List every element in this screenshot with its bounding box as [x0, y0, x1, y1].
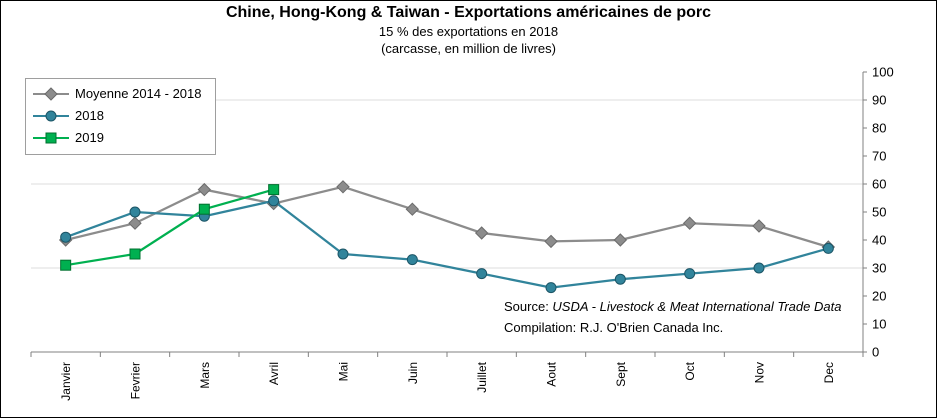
svg-text:Avril: Avril — [267, 362, 281, 385]
x-axis-labels: Janvier Fevrier Mars Avril Mai Juin Juillet Aou… — [59, 361, 836, 400]
svg-text:50: 50 — [872, 205, 886, 220]
svg-text:Janvier: Janvier — [59, 362, 73, 401]
legend-label-2019: 2019 — [75, 130, 104, 145]
svg-text:Dec: Dec — [822, 362, 836, 383]
svg-text:Sept: Sept — [614, 361, 628, 386]
svg-text:40: 40 — [872, 233, 886, 248]
source-prefix: Source: — [504, 299, 553, 314]
legend-square-line-icon — [32, 131, 70, 145]
svg-text:80: 80 — [872, 121, 886, 136]
compilation-line: Compilation: R.J. O'Brien Canada Inc. — [504, 320, 724, 335]
legend-label-2018: 2018 — [75, 108, 104, 123]
axes: 0 10 20 30 40 50 60 70 80 90 100 — [30, 65, 894, 360]
series-moyenne-2014---2018 — [58, 180, 836, 254]
legend-item-moyenne: Moyenne 2014 - 2018 — [32, 83, 201, 104]
svg-text:Oct: Oct — [683, 361, 697, 380]
svg-text:100: 100 — [872, 65, 894, 80]
svg-text:Mars: Mars — [198, 362, 212, 389]
svg-text:Juin: Juin — [406, 362, 420, 384]
svg-text:Aout: Aout — [545, 361, 559, 386]
legend-label-moyenne: Moyenne 2014 - 2018 — [75, 86, 202, 101]
source-name: USDA - Livestock & Meat International Tr… — [552, 299, 842, 314]
svg-text:60: 60 — [872, 177, 886, 192]
svg-text:0: 0 — [872, 345, 879, 360]
series-2019 — [60, 184, 280, 271]
svg-text:30: 30 — [872, 261, 886, 276]
svg-text:Fevrier: Fevrier — [129, 362, 143, 399]
legend-item-2018: 2018 — [32, 105, 201, 126]
source-note: Source: USDA - Livestock & Meat Internat… — [504, 296, 841, 338]
svg-text:90: 90 — [872, 93, 886, 108]
source-line: Source: USDA - Livestock & Meat Internat… — [504, 296, 841, 317]
legend-item-2019: 2019 — [32, 127, 201, 148]
legend-circle-line-icon — [32, 109, 70, 123]
svg-text:20: 20 — [872, 289, 886, 304]
svg-text:Mai: Mai — [337, 362, 351, 381]
svg-text:Juillet: Juillet — [475, 361, 489, 392]
svg-text:10: 10 — [872, 317, 886, 332]
svg-text:Nov: Nov — [753, 362, 767, 383]
series-2018 — [60, 195, 834, 294]
chart-legend: Moyenne 2014 - 2018 2018 2019 — [25, 78, 217, 155]
legend-diamond-line-icon — [32, 86, 70, 101]
svg-text:70: 70 — [872, 149, 886, 164]
